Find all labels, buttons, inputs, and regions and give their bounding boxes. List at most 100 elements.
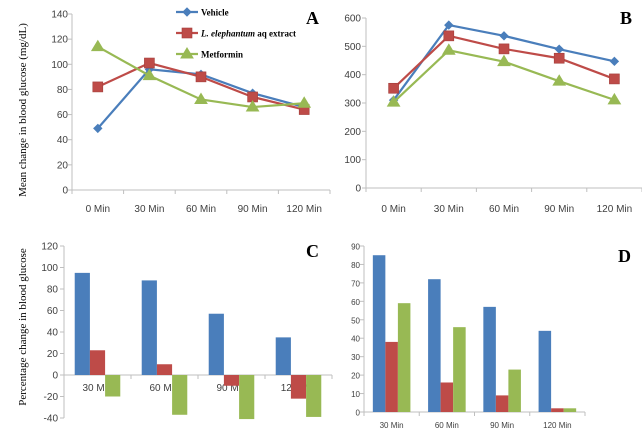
panel-d-y-tick-label: 40 (351, 335, 360, 344)
panel-a-y-tick-label: 60 (57, 110, 69, 121)
panel-d-y-tick-label: 20 (351, 372, 360, 381)
panel-b-data-point-metformin (386, 95, 401, 107)
panel-d-y-tick-label: 30 (351, 353, 360, 362)
legend-label-extract: L. elephantum aq extract (200, 29, 296, 39)
panel-a-data-point-extract (195, 71, 207, 83)
panel-a-y-tick-label: 80 (57, 85, 69, 96)
panel-b-y-tick-label: 300 (344, 99, 361, 110)
panel-b-x-tick-label: 120 Min (597, 204, 633, 215)
panel-c-bar-metformin (105, 375, 121, 397)
panel-b-data-point-metformin (441, 43, 456, 55)
panel-b-data-point-vehicle (554, 44, 564, 54)
panel-letter-d: D (618, 246, 631, 266)
panel-b-data-point-vehicle (499, 31, 509, 41)
panel-a-data-point-metformin (297, 96, 312, 108)
panel-a-y-tick-label: 20 (57, 160, 69, 171)
panel-a-data-point-metformin (245, 100, 260, 112)
panel-a-data-point-metformin (142, 68, 157, 81)
panel-d-y-tick-label: 50 (351, 316, 360, 325)
legend: Vehicle L. elephantum aq extract Metformin (176, 7, 296, 60)
panel-d-y-tick-label: 80 (351, 261, 360, 270)
panel-d-bar-extract (495, 395, 509, 412)
panel-d-bar-extract (551, 408, 564, 412)
panel-b-data-point-extract (609, 73, 620, 85)
panel-c-bar-metformin (172, 375, 188, 415)
panel-a-y-axis-label: Mean change in blood glucose (mg/dL) (17, 23, 29, 197)
panel-b-data-point-metformin (607, 92, 622, 105)
panel-d-bar-metformin (453, 327, 466, 412)
panel-a-y-tick-label: 120 (51, 35, 68, 46)
panel-c-x-tick-label: 90 Min (216, 383, 246, 394)
panel-d-y-tick-label: 90 (351, 243, 360, 252)
legend-label-italic: L. elephantum (200, 29, 255, 39)
panel-c-y-tick-label: 20 (47, 349, 59, 360)
panel-c-bar-extract (223, 375, 240, 386)
legend-triangle-icon (180, 47, 194, 59)
panel-b-x-tick-label: 60 Min (489, 204, 519, 215)
panel-c-y-tick-label: -20 (44, 392, 59, 403)
panel-d-bar-extract (440, 382, 454, 412)
panel-c-x-tick-label: 60 Min (149, 383, 179, 394)
panel-d-bar-vehicle (372, 255, 386, 412)
panel-b-y-tick-label: 500 (344, 42, 361, 53)
panel-b-data-point-extract (553, 52, 565, 64)
legend-diamond-icon (182, 7, 192, 17)
panel-c-y-tick-label: 120 (41, 242, 58, 253)
panel-c-y-tick-label: 60 (47, 306, 59, 317)
panel-d-bar-chart: 0 10 20 30 40 50 60 70 80 90 30 Min 60 Min 90 Min 120… (351, 243, 586, 430)
panel-c-y-tick-label: 80 (47, 285, 59, 296)
panel-b-data-point-metformin (497, 54, 511, 67)
panel-b-data-point-extract (498, 43, 510, 55)
panel-b-data-point-vehicle (609, 56, 620, 67)
legend-label-vehicle: Vehicle (201, 8, 229, 18)
panel-a-x-tick-label: 60 Min (186, 204, 216, 215)
panel-b-data-point-metformin (552, 74, 567, 86)
panel-d-bar-vehicle (428, 279, 441, 412)
panel-d-x-tick-label: 30 Min (380, 421, 404, 430)
panel-letter-b: B (620, 8, 632, 28)
panel-a-line-chart: 0 20 40 60 80 100 120 140 0 Min 30 Min 60 Min 90 Mi… (51, 10, 331, 215)
panel-a-x-tick-label: 90 Min (238, 204, 268, 215)
panel-letter-a: A (306, 8, 319, 28)
panel-c-bar-vehicle (208, 313, 224, 375)
panel-c-y-tick-label: 100 (41, 263, 58, 274)
panel-d-bar-metformin (563, 408, 577, 412)
panel-a-data-point-extract (144, 57, 155, 69)
panel-d-bar-metformin (397, 303, 411, 412)
panel-b-x-tick-label: 0 Min (381, 204, 405, 215)
panel-d-bar-vehicle (483, 306, 496, 412)
panel-d-y-tick-label: 70 (351, 279, 360, 288)
panel-b-y-tick-label: 200 (344, 127, 361, 138)
panel-c-bar-extract (290, 375, 307, 399)
panel-b-y-tick-label: 100 (344, 155, 361, 166)
legend-label-text: Metformin (201, 50, 243, 60)
panel-b-y-tick-label: 0 (355, 184, 361, 195)
panel-a-data-point-extract (92, 81, 104, 93)
panel-d-x-tick-label: 60 Min (435, 421, 459, 430)
panel-c-bar-extract (156, 364, 173, 375)
panel-c-y-tick-label: 40 (47, 328, 59, 339)
panel-a-x-tick-label: 120 Min (286, 204, 322, 215)
legend-square-icon (181, 27, 193, 39)
panel-d-x-tick-label: 120 Min (543, 421, 571, 430)
panel-a-data-point-vehicle (93, 123, 103, 134)
panel-c-bar-vehicle (74, 272, 90, 375)
panel-d-bar-metformin (508, 369, 521, 412)
panel-b-data-point-extract (443, 30, 455, 42)
panel-c-bar-extract (89, 350, 106, 375)
legend-label-metformin: Metformin (201, 50, 243, 60)
panel-d-y-tick-label: 10 (351, 390, 360, 399)
panel-c-bar-metformin (306, 375, 322, 417)
panel-c-bar-vehicle (141, 280, 157, 375)
panel-c-x-tick-label: 30 Min (82, 383, 112, 394)
panel-a-y-tick-label: 40 (57, 135, 69, 146)
panel-b-data-point-vehicle (444, 20, 454, 30)
panel-b-line-chart: 0 100 200 300 400 500 600 0 Min 30 Min 60 Min 90 M… (344, 14, 642, 215)
panel-b-data-point-extract (388, 82, 399, 94)
panel-d-y-tick-label: 60 (351, 298, 360, 307)
legend-label-text: aq extract (255, 29, 296, 39)
panel-a-data-point-metformin (194, 92, 208, 104)
panel-c-y-tick-label: 0 (52, 371, 58, 382)
panel-b-x-tick-label: 90 Min (544, 204, 574, 215)
